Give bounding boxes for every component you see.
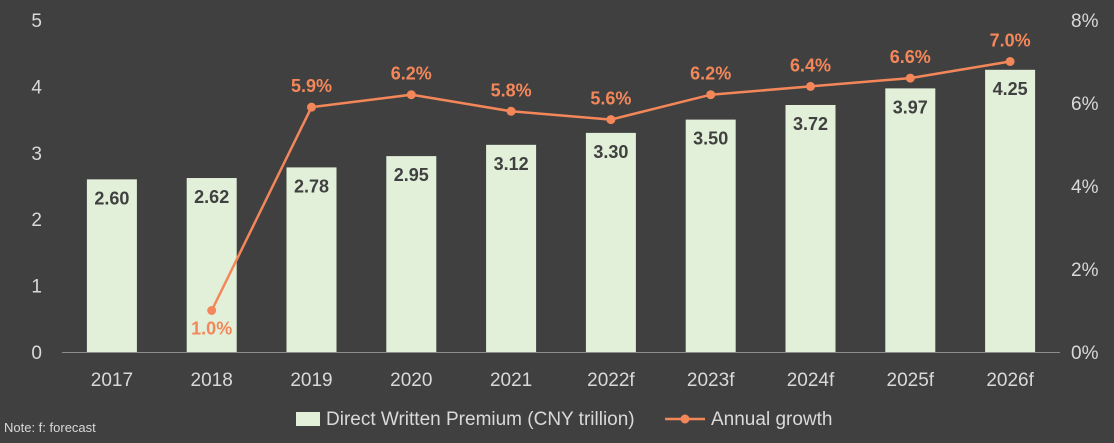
legend-line-label: Annual growth [711,409,832,430]
left-axis-ticks: 0 1 2 3 4 5 [31,11,42,364]
bar [985,69,1036,353]
line-data-label: 7.0% [990,31,1031,51]
line-point [806,81,815,91]
right-tick-label: 2% [1071,260,1099,281]
bar-data-label: 2.60 [94,188,129,208]
line-data-labels: 1.0% 5.9% 6.2% 5.8% 5.6% 6.2% 6.4% 6.6% 7.0% [191,31,1030,339]
legend-line-marker [680,414,690,424]
bar [286,167,337,352]
bar-data-labels: 2.60 2.62 2.78 2.95 3.12 3.30 3.50 3.72 3.97 4.25 [94,79,1027,209]
x-tick-label: 2021 [490,370,532,391]
line-point [706,90,716,100]
x-tick-label: 2022f [587,370,635,391]
line-data-label: 6.6% [890,47,931,67]
line-point [606,115,616,125]
x-tick-label: 2025f [887,370,935,391]
line-data-label: 6.2% [391,64,432,84]
line-data-label: 5.9% [291,76,332,96]
x-tick-label: 2023f [687,370,735,391]
line-data-label: 6.4% [790,55,831,75]
bar [585,132,636,352]
left-tick-label: 5 [31,11,42,32]
line-point [406,90,416,100]
left-tick-label: 3 [31,144,42,165]
left-tick-label: 1 [31,277,42,298]
x-tick-label: 2026f [986,370,1034,391]
line-point [905,73,915,83]
bar-data-label: 3.12 [494,154,529,174]
x-tick-label: 2017 [91,370,133,391]
line-data-label: 5.6% [590,89,631,109]
bar [785,104,836,352]
x-tick-label: 2019 [290,370,332,391]
legend-bar-swatch [296,412,320,426]
bar [86,179,137,352]
bar [386,156,437,352]
bar [186,178,237,352]
right-tick-label: 4% [1071,177,1099,198]
line-point [1005,57,1015,66]
footnote: Note: f: forecast [4,420,96,435]
bar-data-label: 4.25 [993,79,1028,99]
legend: Direct Written Premium (CNY trillion) An… [296,409,832,430]
bar [486,144,537,352]
x-axis-ticks: 2017 2018 2019 2020 2021 2022f 2023f 2024f 2025f… [91,370,1035,391]
legend-bar-label: Direct Written Premium (CNY trillion) [326,409,635,430]
left-tick-label: 4 [31,77,42,98]
bar-data-label: 3.30 [593,142,628,162]
line-point [207,306,217,315]
right-tick-label: 6% [1071,94,1099,115]
left-tick-label: 0 [31,343,42,364]
bar-data-label: 2.95 [394,165,429,185]
right-axis-ticks: 0% 2% 4% 6% 8% [1071,11,1099,364]
line-data-label: 1.0% [191,319,232,339]
x-tick-label: 2020 [390,370,432,391]
bar-data-label: 3.97 [893,97,928,117]
line-data-label: 5.8% [491,80,532,100]
left-tick-label: 2 [31,210,42,231]
line-point [307,102,316,112]
bar [685,119,736,352]
bar-data-label: 3.50 [693,129,728,149]
bar-data-label: 3.72 [793,114,828,134]
line-series [207,57,1015,315]
x-tick-label: 2024f [787,370,835,391]
bar [885,88,936,352]
line-data-label: 6.2% [690,64,731,84]
line-point [506,106,516,116]
right-tick-label: 0% [1071,343,1099,364]
bar-series [86,69,1036,353]
bar-data-label: 2.62 [194,187,229,207]
x-tick-label: 2018 [191,370,233,391]
right-tick-label: 8% [1071,11,1099,32]
bar-data-label: 2.78 [294,176,329,196]
